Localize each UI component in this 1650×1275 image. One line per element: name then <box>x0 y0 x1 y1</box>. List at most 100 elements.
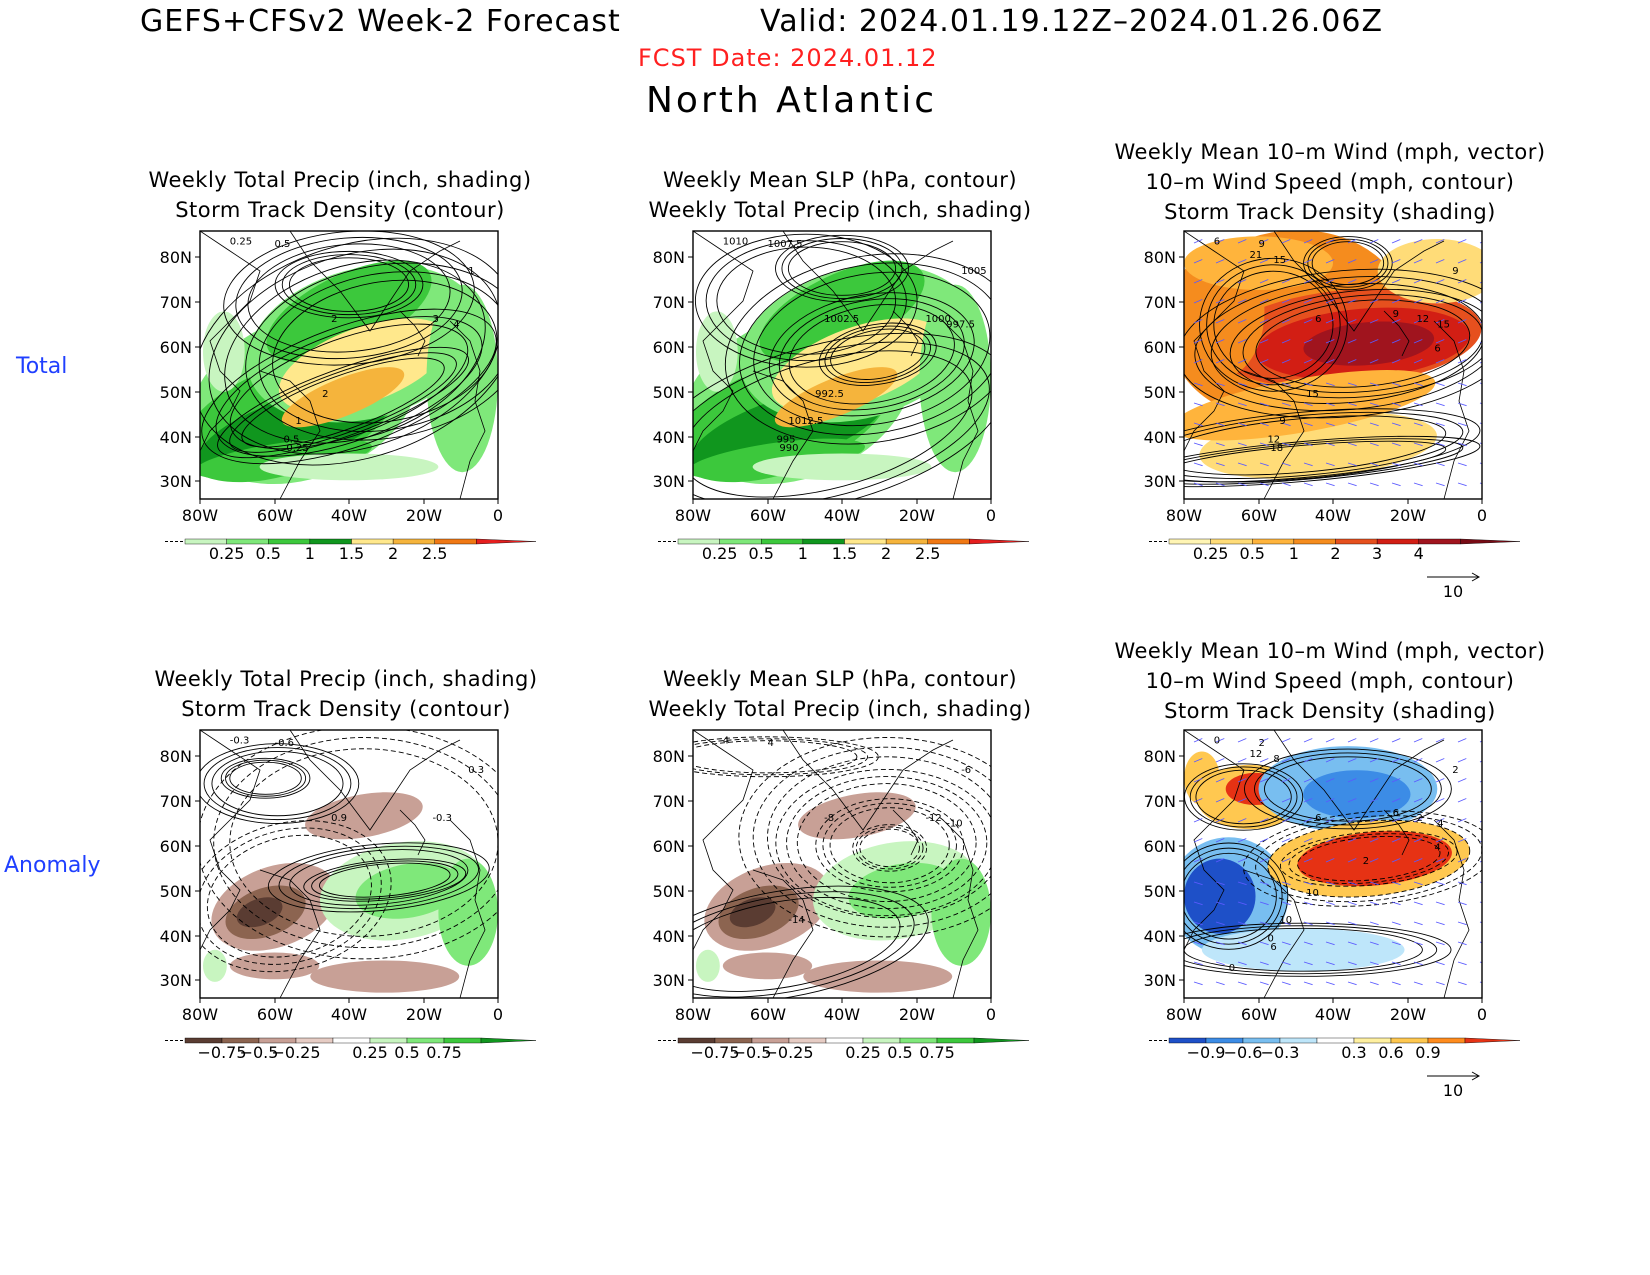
colorbar-swatch <box>476 538 537 545</box>
wind-vector <box>1413 798 1423 803</box>
wind-vector <box>1193 818 1203 823</box>
forecast-date: FCST Date: 2024.01.12 <box>638 44 938 72</box>
colorbar-label: 0.25 <box>352 1043 388 1062</box>
shading-region <box>695 311 738 392</box>
contour-label: -0.3 <box>230 735 250 746</box>
wind-vector <box>1325 422 1335 427</box>
colorbar-label: −0.75 <box>690 1043 739 1062</box>
wind-vector <box>1281 778 1291 783</box>
coastline <box>782 231 954 332</box>
shading-region <box>695 949 720 982</box>
wind-vector <box>1369 818 1379 823</box>
wind-vector <box>1391 299 1401 304</box>
colorbar-label: 0.25 <box>209 544 245 563</box>
contour-line <box>788 304 955 405</box>
contour-line <box>694 233 918 368</box>
contour-line <box>1206 264 1341 386</box>
coastline <box>1383 809 1410 856</box>
lat-tick-label: 80N <box>160 248 192 267</box>
lat-tick-label: 80N <box>1144 747 1176 766</box>
lat-tick-label: 50N <box>653 383 685 402</box>
contour-label: 997.5 <box>946 319 975 330</box>
wind-vector <box>1369 299 1379 304</box>
map-anom-precip: -0.3 -0.6 0.3 0.9 -0.3 80N 70N 60N 50N 40N 30N 80W 6… <box>150 727 550 1111</box>
wind-vector <box>1281 961 1291 966</box>
contour-line <box>211 750 344 817</box>
colorbar-label: 1 <box>1289 544 1299 563</box>
contour-line <box>201 308 497 465</box>
wind-vector <box>1193 738 1203 743</box>
wind-vector <box>1215 818 1225 823</box>
wind-vector <box>1325 239 1335 244</box>
wind-vector <box>1391 422 1401 427</box>
wind-vector <box>1215 961 1225 966</box>
wind-vector <box>1325 881 1335 886</box>
wind-vector <box>1259 798 1269 803</box>
contour-label: 0.25 <box>286 443 308 454</box>
wind-vector <box>1215 981 1225 986</box>
coastline <box>752 869 814 998</box>
wind-vector <box>1303 881 1313 886</box>
contour-line <box>1184 440 1447 483</box>
lon-tick-label: 80W <box>675 506 711 525</box>
colorbar-swatch <box>480 1037 537 1044</box>
wind-vector <box>1259 239 1269 244</box>
wind-vector <box>1413 778 1423 783</box>
wind-vector <box>1259 858 1269 863</box>
wind-vector <box>1413 758 1423 763</box>
wind-vector <box>1281 981 1291 986</box>
lat-tick-label: 50N <box>160 383 192 402</box>
colorbar-label: 2 <box>881 544 891 563</box>
lon-tick-label: 60W <box>1241 1005 1277 1024</box>
contour-line <box>1184 852 1277 940</box>
wind-vector <box>1391 402 1401 407</box>
lon-tick-label: 0 <box>1477 506 1487 525</box>
wind-vector <box>1457 758 1467 763</box>
wind-vector <box>1369 798 1379 803</box>
contour-line <box>318 862 451 898</box>
wind-vector <box>1237 462 1247 467</box>
contour-label: 6 <box>1315 314 1321 325</box>
wind-vector <box>1303 482 1313 487</box>
wind-vector <box>1193 778 1203 783</box>
wind-vector <box>1457 299 1467 304</box>
wind-vector <box>1237 818 1247 823</box>
colorbar-label: 0.5 <box>256 544 281 563</box>
wind-vector <box>1347 738 1357 743</box>
shading-region <box>236 897 283 928</box>
contour-label: 1012.5 <box>788 416 823 427</box>
map-total-precip: 0.25 0.5 1 2 3 4 1 0.5 0.25 2 80N 70N 60N 50N 40N 30N 80… <box>150 228 550 612</box>
wind-vector <box>1193 259 1203 264</box>
wind-vector <box>1303 382 1313 387</box>
colorbar-label: 2.5 <box>915 544 940 563</box>
wind-vector <box>1457 858 1467 863</box>
contour-line <box>217 346 470 459</box>
contour-line <box>781 238 903 299</box>
wind-vector <box>1391 921 1401 926</box>
contour-line <box>229 748 498 937</box>
contour-line <box>855 826 924 870</box>
lon-tick-label: 0 <box>986 1005 996 1024</box>
wind-vector <box>1369 482 1379 487</box>
wind-vector <box>1281 482 1291 487</box>
wind-vector <box>1325 818 1335 823</box>
wind-vector <box>1457 778 1467 783</box>
wind-vector <box>1281 339 1291 344</box>
wind-vector <box>1325 941 1335 946</box>
contour-line <box>1199 257 1348 392</box>
wind-vector <box>1325 299 1335 304</box>
wind-vector <box>1237 339 1247 344</box>
contour-label: 12 <box>1416 314 1429 325</box>
wind-vector <box>1347 778 1357 783</box>
wind-vector <box>1193 462 1203 467</box>
wind-vector <box>1325 738 1335 743</box>
wind-vector <box>1347 402 1357 407</box>
wind-vector <box>1369 382 1379 387</box>
wind-vector <box>1281 382 1291 387</box>
vector-reference-label: 10 <box>1443 582 1463 601</box>
wind-vector <box>1347 901 1357 906</box>
wind-vector <box>1457 798 1467 803</box>
lon-tick-label: 80W <box>675 1005 711 1024</box>
wind-vector <box>1193 319 1203 324</box>
